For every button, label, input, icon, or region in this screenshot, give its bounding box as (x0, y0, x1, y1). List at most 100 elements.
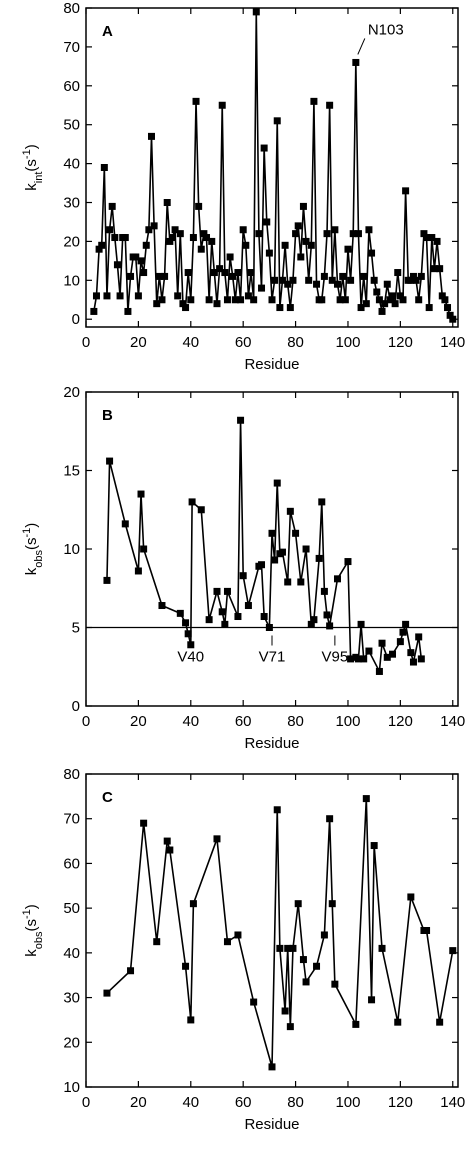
data-point (276, 944, 284, 952)
data-point (305, 276, 313, 284)
data-point (391, 300, 399, 308)
data-point (402, 187, 410, 195)
data-point (182, 304, 190, 312)
data-point (357, 620, 365, 628)
y-tick-label: 40 (63, 945, 80, 962)
data-point (216, 265, 224, 273)
data-point (302, 545, 310, 553)
data-point (409, 272, 417, 280)
data-point (344, 558, 352, 566)
data-point (344, 245, 352, 253)
data-point (213, 300, 221, 308)
data-point (381, 300, 389, 308)
data-point (132, 253, 140, 261)
data-point (273, 806, 281, 814)
data-point (103, 292, 111, 300)
data-point (420, 230, 428, 238)
data-point (247, 269, 255, 277)
data-point (449, 315, 457, 323)
data-point (258, 561, 266, 569)
data-point (223, 296, 231, 304)
y-axis-label-part: (s (23, 538, 40, 551)
data-point (192, 97, 200, 105)
data-point (203, 234, 211, 242)
data-point (357, 304, 365, 312)
data-point (281, 241, 289, 249)
data-point (302, 237, 310, 245)
data-point (360, 655, 368, 663)
data-point (188, 498, 196, 506)
data-point (446, 311, 454, 319)
x-tick-label: 140 (440, 713, 465, 730)
data-point (158, 296, 166, 304)
data-point (182, 619, 190, 627)
data-point (187, 641, 195, 649)
annotation-leader (357, 38, 366, 55)
data-point (137, 257, 145, 265)
x-tick-label: 20 (130, 713, 147, 730)
y-tick-label: 30 (63, 990, 80, 1007)
data-point (137, 490, 145, 498)
data-point (286, 304, 294, 312)
data-point (142, 241, 150, 249)
data-point (223, 587, 231, 595)
data-point (352, 1020, 360, 1028)
data-point (354, 655, 362, 663)
data-point (389, 292, 397, 300)
y-axis-label-part: -1 (21, 909, 33, 919)
data-point (268, 296, 276, 304)
data-point (331, 226, 339, 234)
data-point (237, 416, 245, 424)
data-point (218, 101, 226, 109)
data-point (362, 300, 370, 308)
data-point (333, 575, 341, 583)
data-point (244, 292, 252, 300)
y-axis-label-part: k (23, 567, 40, 575)
panel: 0 10 20 30 40 50 60 70 80 0 20 40 60 80 100 120 140 Resid… (21, 0, 465, 373)
data-point (213, 587, 221, 595)
data-point (145, 226, 153, 234)
data-point (289, 944, 297, 952)
data-point (163, 837, 171, 845)
x-tick-label: 120 (388, 334, 413, 351)
data-point (368, 249, 376, 257)
data-point (360, 272, 368, 280)
data-point (449, 947, 457, 955)
y-axis-label-part: obs (33, 550, 45, 568)
data-point (425, 304, 433, 312)
data-point (271, 276, 279, 284)
data-point (409, 658, 417, 666)
data-point (318, 296, 326, 304)
data-point (396, 292, 404, 300)
data-point (396, 638, 404, 646)
plot-frame (85, 773, 459, 1088)
data-point (106, 226, 114, 234)
y-tick-label: 15 (63, 463, 80, 480)
data-line (106, 420, 423, 675)
data-point (394, 269, 402, 277)
data-point (90, 307, 98, 315)
data-point (276, 304, 284, 312)
data-point (234, 613, 242, 621)
data-point (386, 296, 394, 304)
panel: 0 5 10 15 20 0 20 40 60 80 100 120 140 Residue kobs(s-… (21, 384, 465, 752)
data-point (299, 956, 307, 964)
data-point (108, 202, 116, 210)
x-axis-label: Residue (244, 735, 299, 752)
data-point (407, 649, 415, 657)
data-point (255, 230, 263, 238)
data-point (174, 292, 182, 300)
data-point (365, 647, 373, 655)
data-point (179, 300, 187, 308)
data-point (189, 900, 197, 908)
data-point (430, 265, 438, 273)
data-point (195, 202, 203, 210)
data-point (205, 616, 213, 624)
data-point (423, 927, 431, 934)
data-point (221, 620, 229, 628)
data-point (326, 101, 334, 109)
y-axis-label: kobs(s-1) (21, 523, 45, 576)
data-point (153, 300, 161, 308)
data-point (161, 272, 169, 280)
data-point (333, 280, 341, 288)
